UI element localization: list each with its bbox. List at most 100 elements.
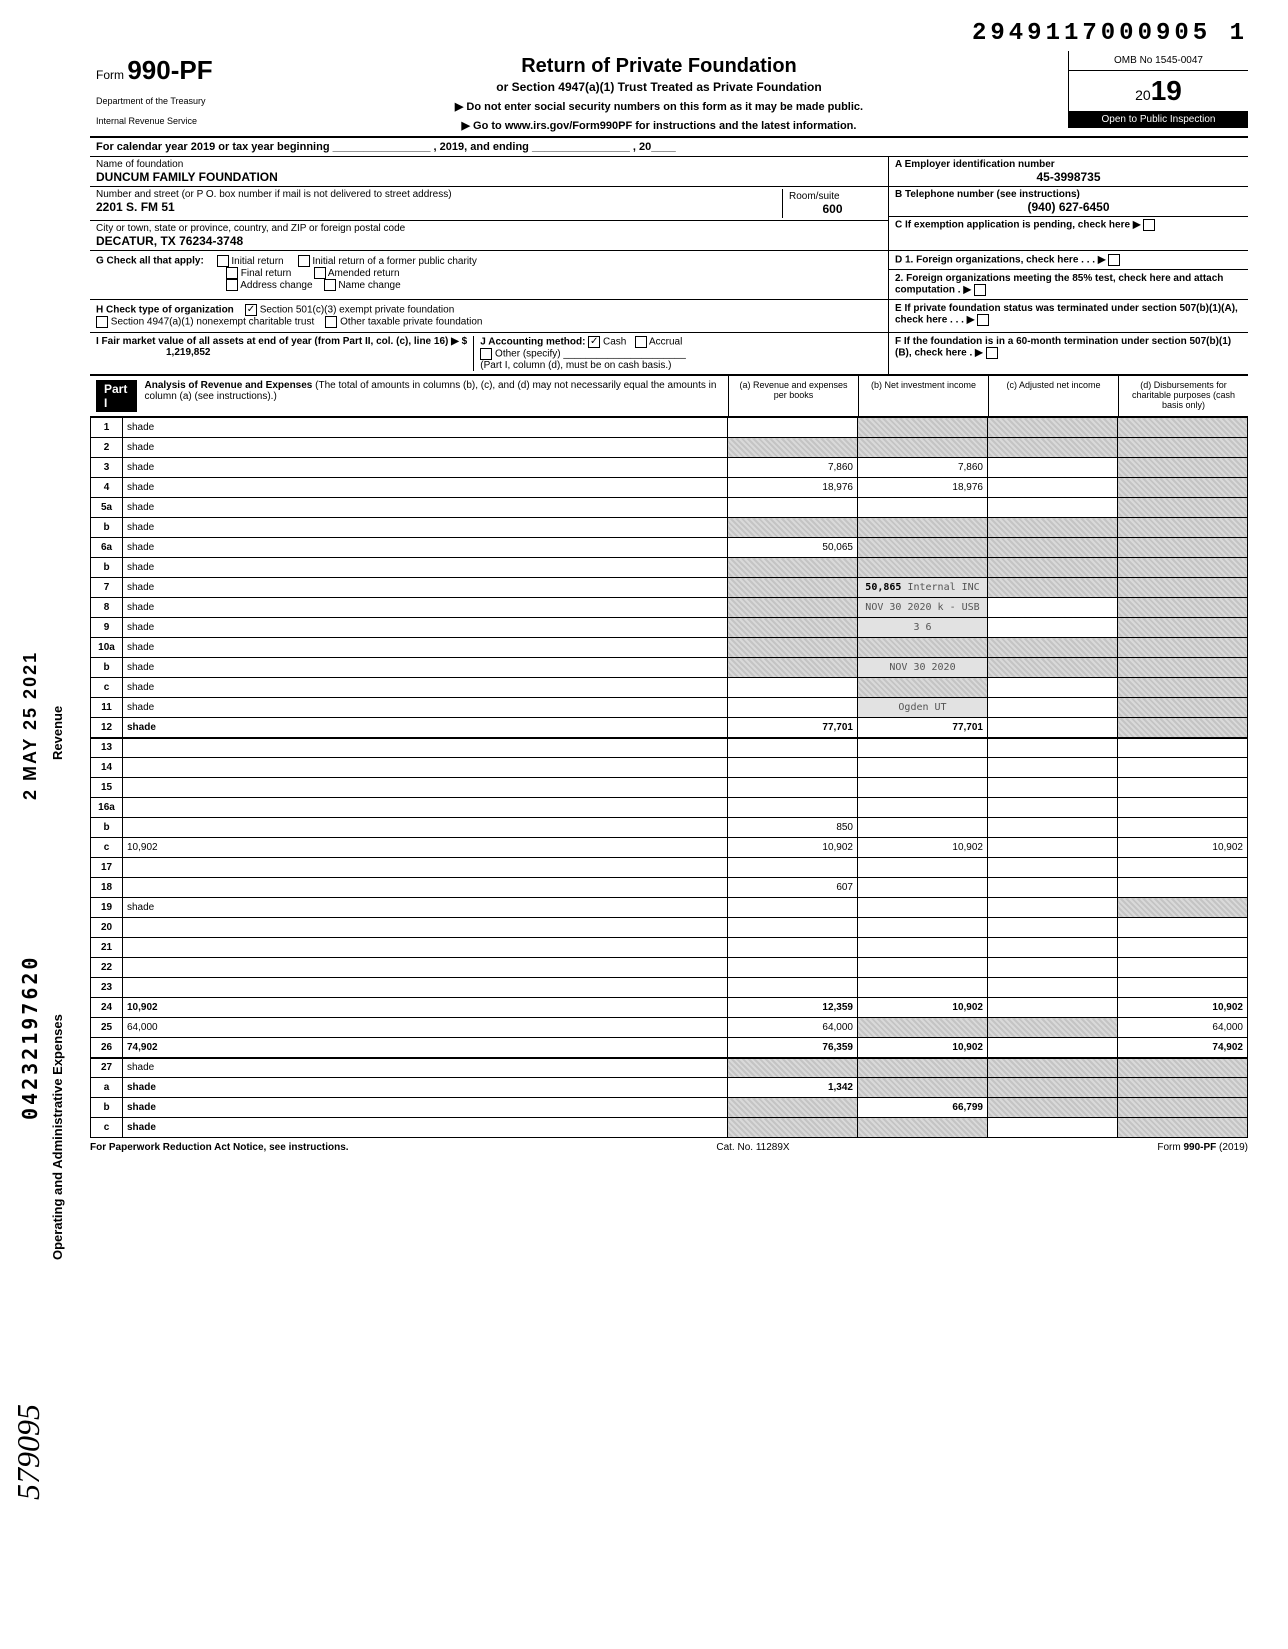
table-row: c10,90210,90210,90210,902 (91, 838, 1248, 858)
e-section: E If private foundation status was termi… (888, 300, 1248, 332)
table-row: bshadeNOV 30 2020 (91, 658, 1248, 678)
table-row: 22 (91, 958, 1248, 978)
line-description: shade (123, 478, 728, 498)
amount-cell-c (988, 1058, 1118, 1078)
line-description: shade (123, 598, 728, 618)
line-number: c (91, 838, 123, 858)
column-headers: (a) Revenue and expenses per books (b) N… (728, 376, 1248, 416)
amount-cell-b (858, 738, 988, 758)
table-row: bshade (91, 518, 1248, 538)
j-other-checkbox[interactable] (480, 348, 492, 360)
amount-cell-b (858, 638, 988, 658)
line-description: shade (123, 658, 728, 678)
amount-cell-d (1118, 698, 1248, 718)
amount-cell-b (858, 418, 988, 438)
line-description: shade (123, 518, 728, 538)
line-description: 64,000 (123, 1018, 728, 1038)
line-number: b (91, 658, 123, 678)
amount-cell-b (858, 678, 988, 698)
h-4947-checkbox[interactable] (96, 316, 108, 328)
amount-cell-b (858, 498, 988, 518)
amount-cell-d (1118, 778, 1248, 798)
table-row: 2410,90212,35910,90210,902 (91, 998, 1248, 1018)
line-description: shade (123, 498, 728, 518)
amount-cell-d (1118, 738, 1248, 758)
g-opt-5: Name change (338, 280, 400, 291)
amount-cell-b (858, 778, 988, 798)
h-other-checkbox[interactable] (325, 316, 337, 328)
c-checkbox[interactable] (1143, 219, 1155, 231)
amount-cell-b: 10,902 (858, 998, 988, 1018)
line-number: 14 (91, 758, 123, 778)
expenses-side-label: Operating and Administrative Expenses (50, 1014, 65, 1260)
f-checkbox[interactable] (986, 347, 998, 359)
j-other: Other (specify) ______________________ (495, 349, 686, 360)
line-number: 5a (91, 498, 123, 518)
table-row: 12shade77,70177,701 (91, 718, 1248, 738)
h-section: H Check type of organization ✓ Section 5… (90, 300, 888, 332)
amount-cell-a (728, 758, 858, 778)
amount-cell-c (988, 578, 1118, 598)
part1-table: 1shade2shade3shade7,8607,8604shade18,976… (90, 417, 1248, 1138)
g-amended-checkbox[interactable] (314, 267, 326, 279)
h-501c3-checkbox[interactable]: ✓ (245, 304, 257, 316)
street-value: 2201 S. FM 51 (96, 200, 782, 214)
line-description (123, 978, 728, 998)
amount-cell-c (988, 1098, 1118, 1118)
g-final-return-checkbox[interactable] (226, 267, 238, 279)
dept-treasury: Department of the Treasury (96, 96, 244, 106)
line-number: 10a (91, 638, 123, 658)
amount-cell-c (988, 1038, 1118, 1058)
table-row: 19shade (91, 898, 1248, 918)
side-date-stamp: 2 MAY 25 2021 (20, 651, 41, 800)
line-description: shade (123, 538, 728, 558)
e-checkbox[interactable] (977, 314, 989, 326)
amount-cell-c (988, 838, 1118, 858)
g-initial-former-checkbox[interactable] (298, 255, 310, 267)
amount-cell-b (858, 518, 988, 538)
street-cell: Number and street (or P O. box number if… (96, 189, 782, 218)
amount-cell-d (1118, 618, 1248, 638)
amount-cell-c (988, 1018, 1118, 1038)
amount-cell-d (1118, 918, 1248, 938)
line-description (123, 958, 728, 978)
amount-cell-c (988, 858, 1118, 878)
amount-cell-b: Ogden UT (858, 698, 988, 718)
d1-label: D 1. Foreign organizations, check here .… (895, 255, 1106, 266)
d1-checkbox[interactable] (1108, 254, 1120, 266)
footer-left: For Paperwork Reduction Act Notice, see … (90, 1142, 349, 1153)
amount-cell-c (988, 718, 1118, 738)
g-initial-return-checkbox[interactable] (217, 255, 229, 267)
j-accrual-checkbox[interactable] (635, 336, 647, 348)
line-number: b (91, 1098, 123, 1118)
amount-cell-c (988, 918, 1118, 938)
line-number: b (91, 558, 123, 578)
amount-cell-a (728, 978, 858, 998)
amount-cell-c (988, 958, 1118, 978)
g-name-change-checkbox[interactable] (324, 279, 336, 291)
g-address-change-checkbox[interactable] (226, 279, 238, 291)
line-description: 10,902 (123, 838, 728, 858)
city-label: City or town, state or province, country… (96, 223, 882, 234)
ein-cell: A Employer identification number 45-3998… (889, 157, 1248, 187)
omb-number: OMB No 1545-0047 (1069, 51, 1248, 71)
calendar-year-line: For calendar year 2019 or tax year begin… (90, 138, 1248, 157)
amount-cell-d (1118, 798, 1248, 818)
amount-cell-a (728, 698, 858, 718)
amount-cell-c (988, 498, 1118, 518)
amount-cell-a (728, 518, 858, 538)
amount-cell-c (988, 878, 1118, 898)
amount-cell-c (988, 478, 1118, 498)
line-description: shade (123, 558, 728, 578)
line-description: 10,902 (123, 998, 728, 1018)
instruction-2: ▶ Go to www.irs.gov/Form990PF for instru… (256, 119, 1062, 132)
amount-cell-a (728, 578, 858, 598)
amount-cell-a (728, 658, 858, 678)
phone-label: B Telephone number (see instructions) (895, 189, 1242, 200)
j-cash-checkbox[interactable]: ✓ (588, 336, 600, 348)
d2-checkbox[interactable] (974, 284, 986, 296)
line-description: shade (123, 578, 728, 598)
table-row: 2shade (91, 438, 1248, 458)
line-number: 24 (91, 998, 123, 1018)
amount-cell-a: 18,976 (728, 478, 858, 498)
